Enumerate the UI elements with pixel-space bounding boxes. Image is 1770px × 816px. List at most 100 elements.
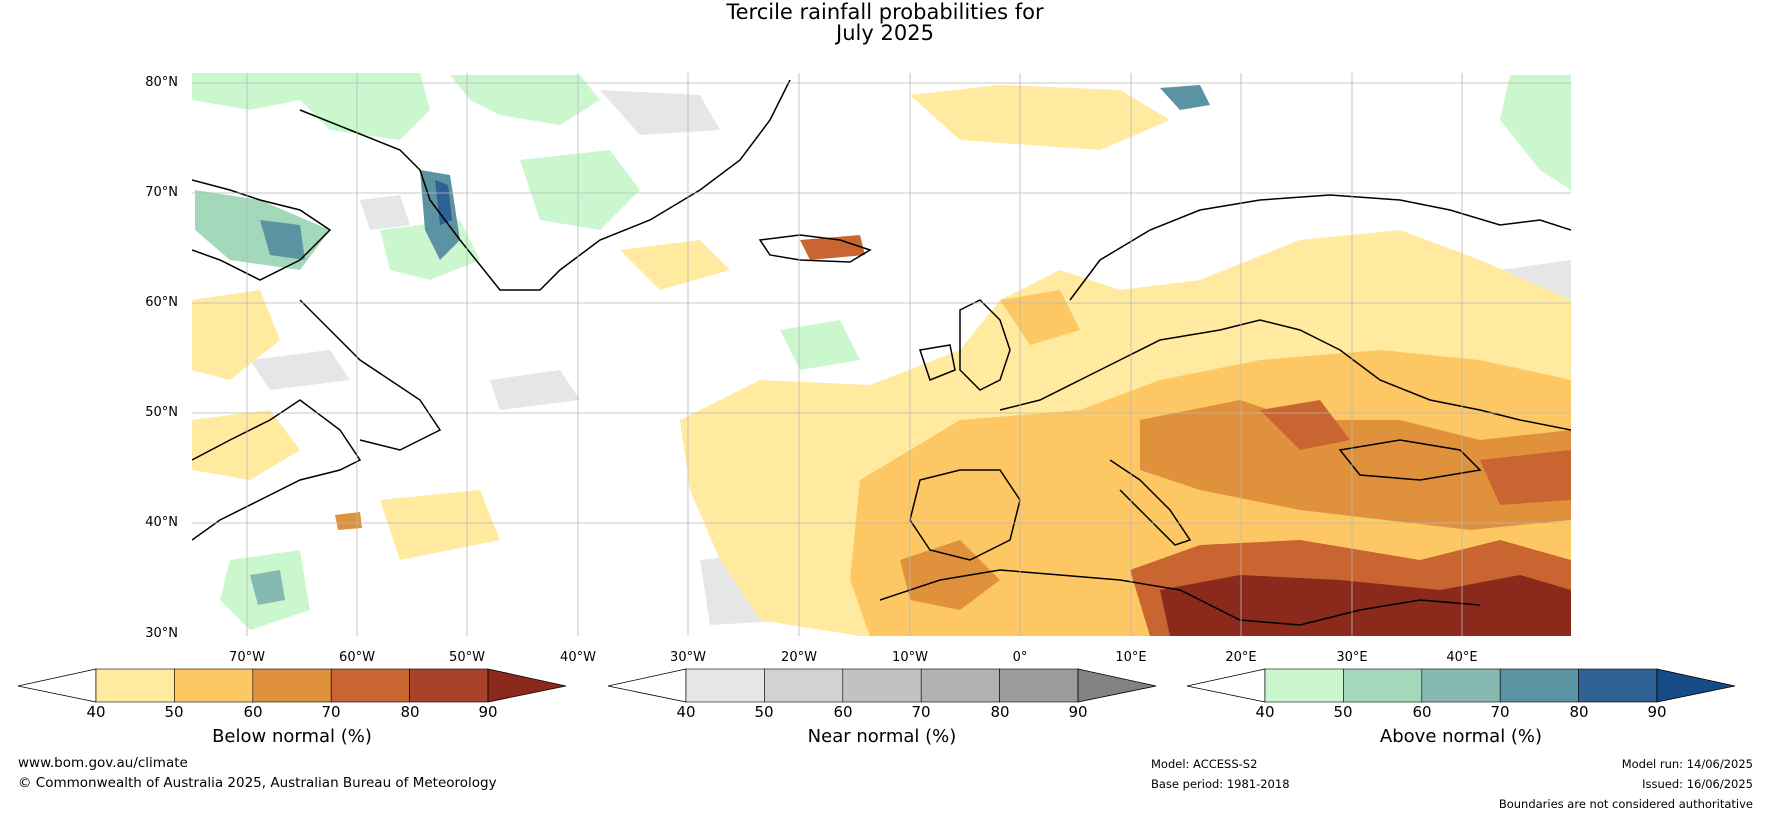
below-normal-region — [380, 490, 500, 560]
above-normal-region — [450, 75, 600, 125]
colorbar-below-bin — [409, 668, 489, 703]
below-normal-region — [1140, 400, 1571, 530]
model-run-date: Model run: 14/06/2025 — [1621, 757, 1753, 771]
colorbar-above — [1186, 668, 1736, 703]
black-sea-coastline — [1338, 439, 1482, 481]
map-title-line1: Tercile rainfall probabilities for — [726, 0, 1044, 24]
colorbar-below-bin — [330, 668, 410, 703]
lon-tick: 20°W — [781, 650, 817, 665]
colorbar-above-label: Above normal (%) — [1379, 726, 1543, 747]
above-normal-region — [435, 180, 452, 225]
lon-tick: 20°E — [1225, 650, 1257, 665]
colorbar-below-tick: 50 — [164, 703, 184, 721]
colorbar-above-tick: 40 — [1255, 703, 1275, 721]
colorbar-near-tick: 80 — [990, 703, 1010, 721]
labrador-coastline — [299, 299, 442, 451]
below-normal-region — [910, 85, 1170, 150]
below-normal-region — [192, 410, 300, 480]
colorbar-below-extend-high — [487, 668, 567, 703]
near-normal-region — [250, 350, 350, 390]
colorbar-above-bin — [1343, 668, 1423, 703]
lat-tick: 60°N — [145, 295, 178, 310]
colorbar-near-tick: 70 — [911, 703, 931, 721]
colorbar-near-label: Near normal (%) — [807, 726, 957, 747]
above-normal-region — [250, 570, 285, 605]
colorbar-above-bin — [1578, 668, 1658, 703]
colorbar-near-bin — [999, 668, 1079, 703]
map-title-line2: July 2025 — [836, 21, 934, 45]
iceland-coastline — [758, 234, 872, 263]
lat-tick: 40°N — [145, 515, 178, 530]
above-normal-region — [1160, 85, 1210, 110]
colorbar-below-tick: 90 — [478, 703, 498, 721]
colorbar-near-extend-low — [607, 668, 687, 703]
colorbar-above-bin — [1499, 668, 1579, 703]
lon-tick: 10°E — [1115, 650, 1147, 665]
above-normal-region — [520, 150, 640, 230]
scandinavia-coastline — [1069, 194, 1571, 301]
colorbar-below-label: Below normal (%) — [212, 726, 372, 747]
graticule — [192, 73, 1571, 636]
base-period: Base period: 1981-2018 — [1151, 777, 1290, 791]
lat-tick: 30°N — [145, 626, 178, 641]
below-normal-region — [620, 240, 730, 290]
colorbar-below — [17, 668, 567, 703]
colorbar-near-tick: 60 — [833, 703, 853, 721]
colorbar-below-bin — [95, 668, 175, 703]
colorbar-above-tick: 50 — [1333, 703, 1353, 721]
boundary-disclaimer: Boundaries are not considered authoritat… — [1498, 797, 1753, 811]
lon-tick: 10°W — [892, 650, 928, 665]
colorbar-below-extend-low — [17, 668, 97, 703]
colorbar-near-bin — [842, 668, 922, 703]
iberia-coastline — [909, 469, 1021, 561]
lon-tick: 30°W — [670, 650, 706, 665]
lat-tick: 70°N — [145, 185, 178, 200]
colorbar-below-tick: 60 — [243, 703, 263, 721]
below-normal-region — [1480, 450, 1571, 505]
lon-tick: 60°W — [339, 650, 375, 665]
above-normal-region — [192, 73, 430, 140]
colorbar-above-bin — [1264, 668, 1344, 703]
colorbar-above-extend-low — [1186, 668, 1266, 703]
lon-tick: 0° — [1012, 650, 1028, 665]
colorbar-above-tick: 70 — [1490, 703, 1510, 721]
ireland-coastline — [919, 344, 956, 381]
greenland-coastline — [299, 79, 791, 291]
above-normal-region — [780, 320, 860, 370]
colorbar-above-extend-high — [1656, 668, 1736, 703]
colorbar-above-bin — [1421, 668, 1501, 703]
issued-date: Issued: 16/06/2025 — [1642, 777, 1753, 791]
below-normal-region — [335, 512, 362, 530]
website-link[interactable]: www.bom.gov.au/climate — [18, 755, 188, 771]
italy-coastline — [1109, 459, 1192, 546]
above-normal-region — [260, 220, 305, 260]
colorbar-below-bin — [174, 668, 254, 703]
colorbar-near-tick: 40 — [676, 703, 696, 721]
colorbar-near-tick: 50 — [754, 703, 774, 721]
colorbar-below-tick: 80 — [400, 703, 420, 721]
lat-tick: 50°N — [145, 405, 178, 420]
north-africa-coastline — [879, 569, 1481, 626]
lon-tick: 30°E — [1336, 650, 1368, 665]
lon-tick: 40°E — [1446, 650, 1478, 665]
above-normal-region — [1500, 75, 1571, 190]
colorbar-near-bin — [685, 668, 765, 703]
coastlines — [192, 79, 1571, 626]
below-normal-region — [192, 290, 280, 380]
europe-coastline — [999, 319, 1571, 431]
lon-tick: 40°W — [560, 650, 596, 665]
colorbar-above-tick: 90 — [1647, 703, 1667, 721]
below-normal-region — [1260, 400, 1350, 450]
lon-tick: 50°W — [449, 650, 485, 665]
below-normal-region — [800, 235, 865, 260]
near-normal-region — [600, 90, 720, 135]
lat-tick: 80°N — [145, 75, 178, 90]
model-name: Model: ACCESS-S2 — [1151, 757, 1258, 771]
colorbar-below-bin — [252, 668, 332, 703]
colorbar-below-tick: 70 — [321, 703, 341, 721]
near-normal-region — [360, 195, 410, 230]
colorbar-near-extend-high — [1077, 668, 1157, 703]
colorbar-below-tick: 40 — [86, 703, 106, 721]
colorbar-above-tick: 60 — [1412, 703, 1432, 721]
